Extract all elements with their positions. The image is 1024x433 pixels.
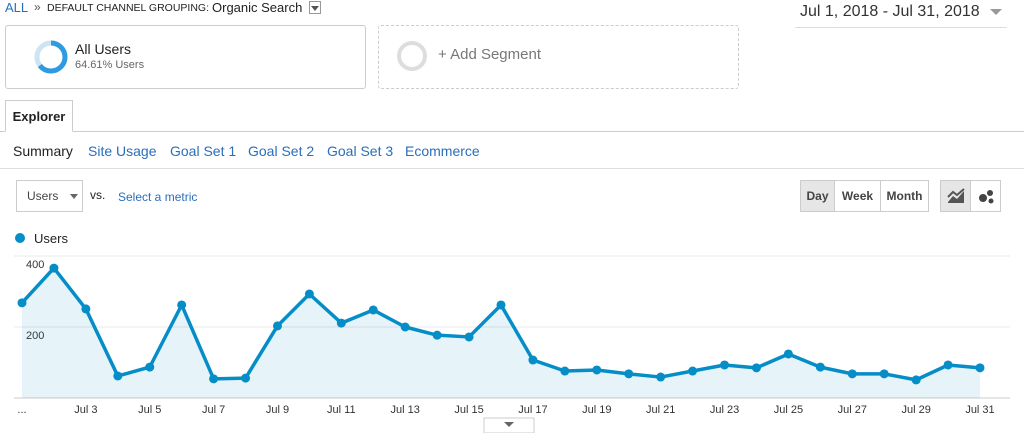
point bbox=[783, 349, 793, 359]
point bbox=[368, 305, 378, 315]
expand-arrow bbox=[504, 422, 514, 427]
select-metric[interactable]: Select a metric bbox=[118, 190, 198, 204]
point bbox=[464, 332, 474, 342]
point bbox=[81, 304, 91, 314]
vs-label: vs. bbox=[90, 188, 106, 202]
date-underline bbox=[795, 27, 1007, 28]
x-tick-label: Jul 29 bbox=[901, 404, 930, 416]
y-tick-label: 200 bbox=[26, 330, 44, 342]
point bbox=[304, 289, 314, 299]
metric-select-label: Users bbox=[27, 189, 59, 203]
subtab-line bbox=[0, 168, 1024, 169]
point bbox=[432, 330, 442, 340]
y-tick-label: 400 bbox=[26, 259, 44, 271]
granularity-button[interactable]: Month bbox=[880, 180, 929, 212]
x-tick-label: Jul 27 bbox=[838, 404, 867, 416]
segment-card[interactable]: All Users 64.61% Users bbox=[5, 25, 366, 89]
x-tick-label: Jul 5 bbox=[138, 404, 161, 416]
x-tick-label: ... bbox=[17, 404, 26, 416]
granularity-button[interactable]: Week bbox=[834, 180, 881, 212]
motion-chart-toggle[interactable] bbox=[970, 180, 1001, 212]
point bbox=[847, 369, 857, 379]
x-tick-label: Jul 25 bbox=[774, 404, 803, 416]
subtab[interactable]: Site Usage bbox=[88, 143, 157, 159]
point bbox=[528, 355, 538, 365]
breadcrumb-root[interactable]: ALL bbox=[5, 0, 29, 15]
breadcrumb-value: Organic Search bbox=[212, 0, 303, 15]
x-tick-label: Jul 23 bbox=[710, 404, 739, 416]
x-tick-label: Jul 11 bbox=[327, 404, 356, 416]
point bbox=[560, 366, 570, 376]
subtab[interactable]: Goal Set 2 bbox=[248, 143, 315, 159]
point bbox=[720, 360, 730, 370]
legend-marker bbox=[15, 233, 25, 243]
breadcrumb-separator: » bbox=[34, 0, 41, 14]
point bbox=[911, 375, 921, 385]
subtab[interactable]: Summary bbox=[13, 143, 73, 159]
point bbox=[177, 300, 187, 310]
chart: Users 200 400... Jul 3 Jul 5 Jul 7 Jul 9 Jul 1… bbox=[14, 231, 1010, 433]
tab-line bbox=[0, 131, 1024, 132]
point bbox=[815, 362, 825, 372]
point bbox=[113, 371, 123, 381]
line-icon bbox=[946, 188, 965, 203]
point bbox=[49, 263, 59, 273]
subtab[interactable]: Goal Set 1 bbox=[170, 143, 237, 159]
point bbox=[975, 363, 985, 373]
granularity-button[interactable]: Day bbox=[800, 180, 835, 212]
tab[interactable]: Explorer bbox=[5, 100, 73, 132]
point bbox=[943, 360, 953, 370]
point bbox=[592, 365, 602, 375]
legend-label: Users bbox=[34, 231, 68, 246]
add-segment-circle bbox=[397, 41, 427, 71]
date-range[interactable]: Jul 1, 2018 - Jul 31, 2018 bbox=[800, 3, 980, 20]
segment-name: All Users bbox=[75, 41, 132, 57]
subtab[interactable]: Goal Set 3 bbox=[327, 143, 394, 159]
point bbox=[400, 322, 410, 332]
bubble-icon bbox=[978, 190, 993, 204]
point bbox=[688, 366, 698, 376]
subtab[interactable]: Ecommerce bbox=[405, 143, 480, 159]
point bbox=[241, 373, 251, 383]
x-tick-label: Jul 9 bbox=[266, 404, 289, 416]
line-chart-toggle[interactable] bbox=[940, 180, 971, 212]
add-segment[interactable]: + Add Segment bbox=[378, 25, 739, 89]
x-tick-label: Jul 31 bbox=[965, 404, 994, 416]
segment-donut bbox=[34, 40, 68, 74]
metric-arrow bbox=[70, 193, 79, 199]
breadcrumb-dropdown[interactable] bbox=[309, 1, 321, 14]
point bbox=[751, 363, 761, 373]
point bbox=[656, 372, 666, 382]
x-tick-label: Jul 19 bbox=[582, 404, 611, 416]
point bbox=[496, 300, 506, 310]
point bbox=[209, 374, 219, 384]
x-tick-label: Jul 3 bbox=[74, 404, 97, 416]
segment-detail: 64.61% Users bbox=[75, 59, 145, 71]
x-tick-label: Jul 17 bbox=[518, 404, 547, 416]
breadcrumb-label: DEFAULT CHANNEL GROUPING: bbox=[47, 2, 210, 14]
date-dropdown[interactable] bbox=[990, 9, 1002, 15]
metric-select[interactable]: Users bbox=[16, 180, 83, 212]
x-tick-label: Jul 7 bbox=[202, 404, 225, 416]
point bbox=[879, 369, 889, 379]
add-segment-label: + Add Segment bbox=[438, 46, 541, 63]
x-tick-label: Jul 13 bbox=[391, 404, 420, 416]
x-tick-label: Jul 21 bbox=[646, 404, 675, 416]
area bbox=[22, 268, 980, 398]
point bbox=[336, 318, 346, 328]
point bbox=[17, 298, 27, 308]
point bbox=[145, 362, 155, 372]
point bbox=[624, 369, 634, 379]
point bbox=[272, 321, 282, 331]
x-tick-label: Jul 15 bbox=[454, 404, 483, 416]
